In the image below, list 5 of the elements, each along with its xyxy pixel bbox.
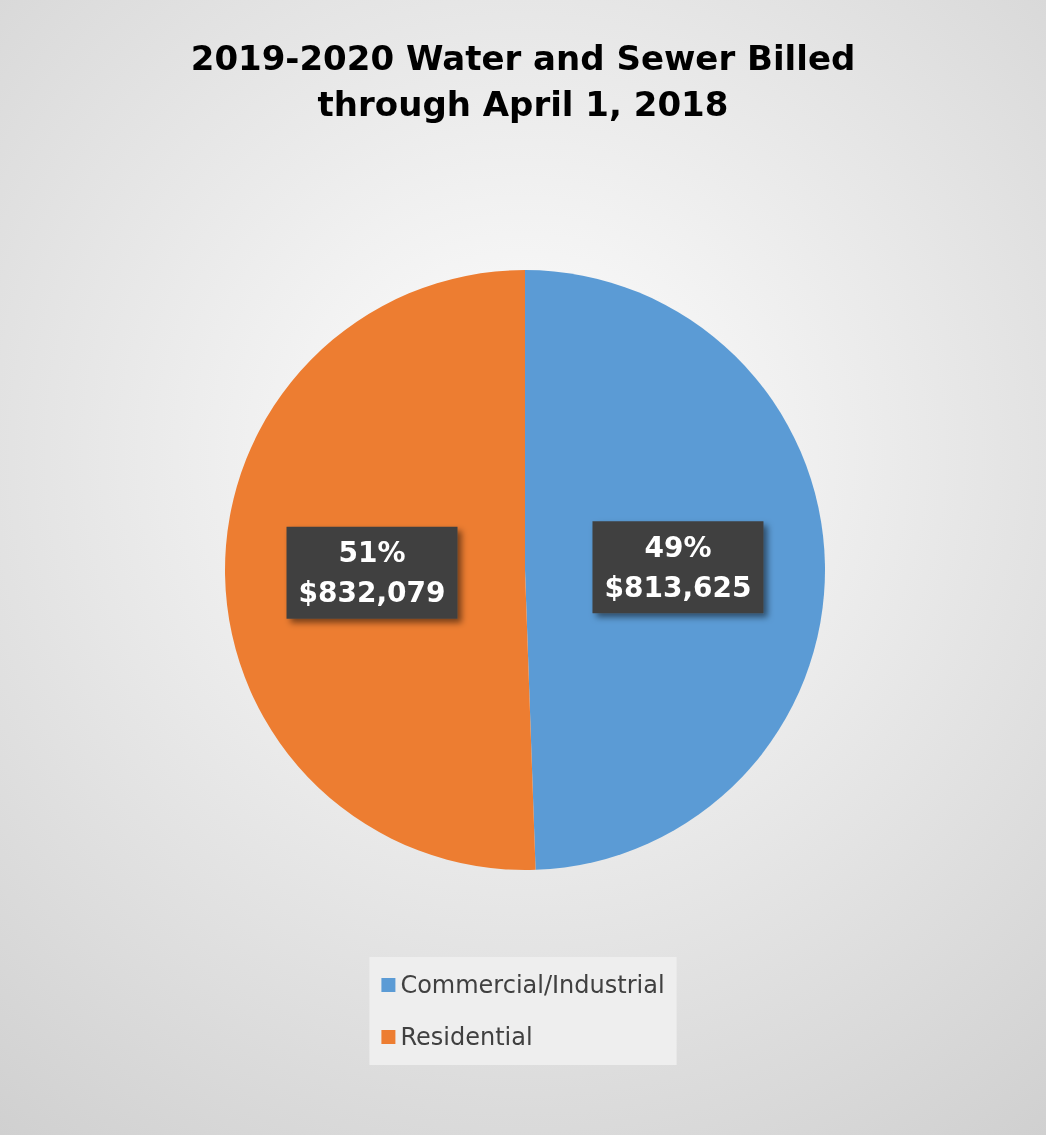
legend-label: Residential — [400, 1023, 533, 1051]
chart-title: 2019-2020 Water and Sewer Billed through April 1, 2018 — [190, 38, 856, 124]
legend-label: Commercial/Industrial — [400, 971, 665, 999]
data-label: 49% $813,625 — [604, 530, 752, 604]
data-label: 51% $832,079 — [298, 536, 446, 610]
